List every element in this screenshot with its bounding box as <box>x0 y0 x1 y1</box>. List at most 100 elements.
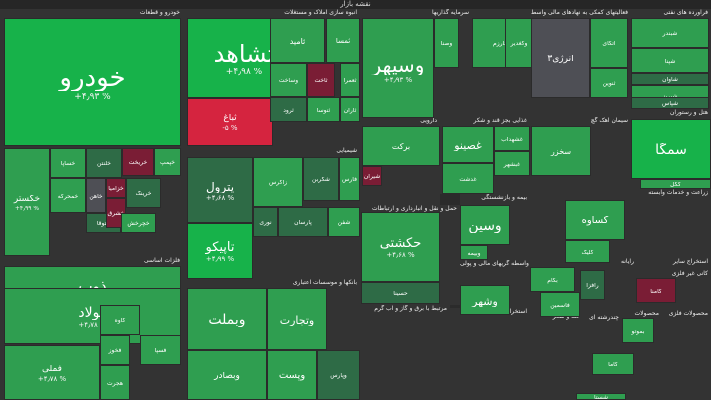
stock-tile[interactable]: وتجارت <box>267 288 327 350</box>
stock-tile[interactable]: رافزا <box>580 270 605 300</box>
stock-symbol: غشهداب <box>501 136 523 143</box>
stock-tile[interactable]: سخزر <box>531 126 591 176</box>
stock-tile[interactable]: فولاد +۴٫۷۸ % <box>4 288 181 344</box>
stock-tile[interactable]: وشهر <box>460 285 510 315</box>
stock-tile[interactable]: سمگا <box>631 119 711 179</box>
stock-tile[interactable]: ثنوین <box>590 68 628 98</box>
stock-tile[interactable]: ثعمرا <box>340 63 360 97</box>
stock-tile[interactable]: غبشهر <box>494 151 530 176</box>
stock-symbol: فملی <box>42 364 62 374</box>
stock-tile[interactable]: اتکای <box>590 18 628 68</box>
stock-tile[interactable]: خمحرکه <box>50 178 86 213</box>
stock-tile[interactable]: وپست <box>267 350 317 400</box>
stock-tile[interactable]: هجرت <box>100 365 130 400</box>
stock-tile[interactable]: خاهن <box>86 178 106 213</box>
stock-symbol: حکشتی <box>379 237 422 250</box>
stock-tile[interactable]: وبیمه <box>460 245 488 260</box>
stock-tile[interactable]: وپارس <box>317 350 360 400</box>
stock-tile[interactable]: ثنوسا <box>307 97 340 122</box>
stock-tile[interactable]: برکت <box>362 126 440 166</box>
stock-tile[interactable]: وکغدیر <box>505 18 533 68</box>
stock-tile[interactable]: شاوان <box>631 73 709 85</box>
stock-tile[interactable]: فسپا <box>140 335 181 365</box>
stock-tile[interactable]: وبملت <box>187 288 267 350</box>
sector-label: محصولات فلزی <box>668 310 708 317</box>
stock-tile[interactable]: وسین <box>460 205 510 245</box>
stock-tile[interactable]: کساوه <box>565 200 625 240</box>
stock-symbol: وپارس <box>330 373 347 379</box>
stock-symbol: ثعمرا <box>343 78 357 84</box>
sector-label: محصولات <box>634 310 659 317</box>
stock-tile[interactable]: ثرود <box>270 97 307 122</box>
stock-tile[interactable]: نوری <box>253 207 278 237</box>
stock-tile[interactable]: شبندر <box>631 18 709 48</box>
stock-symbol: غدشت <box>459 176 477 183</box>
stock-symbol: هجرت <box>107 380 123 387</box>
stock-tile[interactable]: ثمسا <box>326 18 360 63</box>
stock-tile[interactable]: خساپا <box>50 148 86 178</box>
stock-tile[interactable]: تاپیکو +۴٫۹۹ % <box>187 223 253 279</box>
stock-tile[interactable]: خزامیا <box>106 178 126 198</box>
stock-tile[interactable]: کگل <box>640 179 711 189</box>
stock-tile[interactable]: شپنا <box>631 48 709 73</box>
sector-label: بیمه و بازنشستگی <box>481 194 527 201</box>
stock-tile[interactable]: فاسمین <box>540 292 580 317</box>
stock-tile[interactable]: شکربن <box>303 157 339 201</box>
stock-tile[interactable]: فملی +۴٫۷۸ % <box>4 345 100 400</box>
stock-tile[interactable]: ثاخت <box>307 63 335 97</box>
stock-tile[interactable]: شفن <box>328 207 360 237</box>
sector-label: استخراج سایر <box>673 258 708 265</box>
stock-tile[interactable]: خریخت <box>122 148 154 176</box>
sector-label: چندرشته ای <box>589 314 619 321</box>
stock-tile[interactable]: کاما <box>592 353 634 375</box>
stock-tile[interactable]: ثامید <box>270 18 325 63</box>
stock-tile[interactable]: شیران <box>362 166 382 186</box>
stock-symbol: وصنا <box>440 41 453 47</box>
sector-mahsoolat_felezi: محصولات فلزی <box>662 310 711 400</box>
stock-symbol: نوری <box>259 220 272 226</box>
stock-tile[interactable]: وبصادر <box>187 350 267 400</box>
stock-symbol: وسین <box>468 219 502 233</box>
stock-tile[interactable]: شستا <box>576 393 626 400</box>
stock-tile[interactable]: خکستر +۴٫۹۹ % <box>4 148 50 256</box>
stock-tile[interactable]: خودرو +۴٫۹۳ % <box>4 18 181 146</box>
stock-symbol: کلیک <box>581 249 594 256</box>
stock-tile[interactable]: انرژی۳ <box>531 18 590 98</box>
stock-tile[interactable]: حسینا <box>361 282 440 304</box>
stock-symbol: خریخت <box>128 160 148 166</box>
stock-tile[interactable]: وسپهر +۴٫۹۳ % <box>362 18 434 118</box>
stock-tile[interactable]: بکام <box>530 267 575 292</box>
stock-tile[interactable]: فارس <box>339 157 360 201</box>
stock-tile[interactable]: خلنتن <box>86 148 122 178</box>
stock-tile[interactable]: غشهداب <box>494 126 530 151</box>
stock-symbol: ثاخت <box>314 78 328 84</box>
stock-tile[interactable]: خپمپ <box>154 148 181 176</box>
stock-symbol: فاسمین <box>550 302 570 309</box>
stock-tile[interactable]: پارسان <box>278 207 328 237</box>
stock-tile[interactable]: بموتو <box>622 318 654 343</box>
stock-symbol: وساخت <box>278 78 299 84</box>
stock-change: +۴٫۹۹ % <box>14 205 40 212</box>
stock-tile[interactable]: ثباغ -۵ % <box>187 98 273 146</box>
stock-tile[interactable]: خرینگ <box>126 178 161 208</box>
stock-tile[interactable]: شپاس <box>631 97 709 109</box>
sector-morakhabat: مرتبط با برق و گاز و آب گرم <box>360 305 450 400</box>
stock-tile[interactable]: حکشتی +۴٫۶۸ % <box>361 212 440 282</box>
stock-tile[interactable]: ثاران <box>340 97 360 122</box>
stock-tile[interactable]: فخوز <box>100 335 130 365</box>
stock-symbol: کامنا <box>650 288 662 295</box>
stock-tile[interactable]: کلیک <box>565 240 610 263</box>
stock-tile[interactable]: غصینو <box>442 126 494 163</box>
stock-tile[interactable]: کاوه <box>100 305 140 335</box>
stock-tile[interactable]: وصنا <box>434 18 459 68</box>
stock-symbol: ثامید <box>289 37 306 46</box>
stock-tile[interactable]: کامنا <box>636 278 676 303</box>
stock-tile[interactable]: زاگرس <box>253 157 303 207</box>
stock-tile[interactable]: پترول +۴٫۶۸ % <box>187 157 253 223</box>
sector-label: خودرو و قطعات <box>139 9 180 16</box>
stock-tile[interactable]: وساخت <box>270 63 307 97</box>
stock-symbol: خپمپ <box>160 160 175 166</box>
stock-tile[interactable]: غدشت <box>442 163 494 194</box>
stock-symbol: خاهن <box>89 193 103 200</box>
stock-tile[interactable]: خچرخش <box>121 213 156 233</box>
